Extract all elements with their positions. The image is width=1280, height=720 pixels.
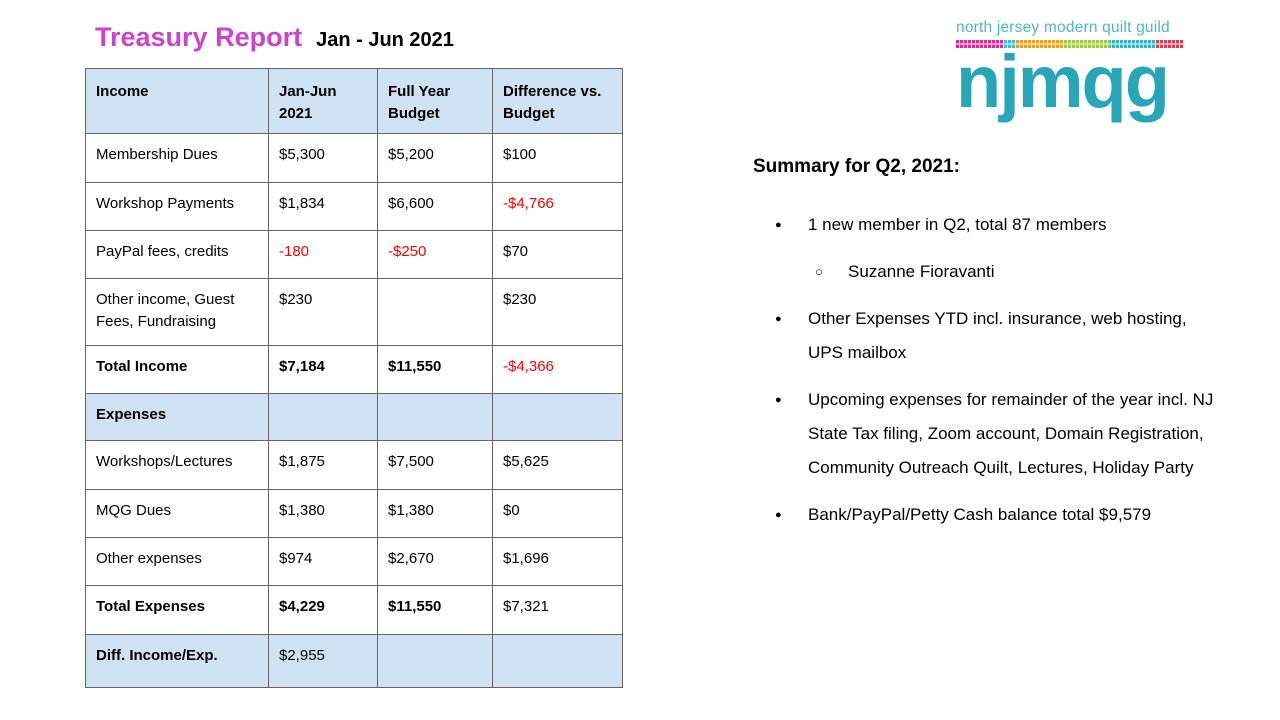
summary-list: ● 1 new member in Q2, total 87 members ○ Su… [753, 208, 1233, 532]
table-header-row: Income Jan-Jun 2021 Full Year Budget Differ… [85, 68, 623, 134]
summary-bullet-text: 1 new member in Q2, total 87 members [808, 215, 1107, 234]
table-cell: $100 [492, 133, 623, 183]
table-cell: $230 [492, 278, 623, 346]
table-header-cell: Jan-Jun 2021 [268, 68, 378, 134]
table-cell [492, 393, 623, 441]
table-row: Workshop Payments $1,834 $6,600 -$4,766 [85, 182, 623, 231]
table-cell [492, 634, 623, 688]
summary-bullet-text: Suzanne Fioravanti [848, 262, 995, 281]
table-cell: $1,380 [377, 489, 493, 538]
table-cell [377, 634, 493, 688]
table-row-label: Other income, Guest Fees, Fundraising [85, 278, 269, 346]
table-cell: $7,321 [492, 585, 623, 635]
table-row: Total Expenses $4,229 $11,550 $7,321 [85, 585, 623, 635]
summary-bullet-item: ● 1 new member in Q2, total 87 members [753, 208, 1233, 242]
table-row-label: Total Expenses [85, 585, 269, 635]
table-cell [268, 393, 378, 441]
table-cell: $70 [492, 230, 623, 279]
summary-bullet-item: ● Other Expenses YTD incl. insurance, web… [753, 302, 1233, 370]
summary-bullet-text: Upcoming expenses for remainder of the y… [808, 390, 1214, 477]
treasury-table: Income Jan-Jun 2021 Full Year Budget Differ… [85, 68, 623, 688]
bullet-filled-icon: ● [775, 313, 782, 325]
page-title-period: Jan - Jun 2021 [316, 29, 454, 51]
table-row-label: Workshop Payments [85, 182, 269, 231]
table-cell [377, 393, 493, 441]
table-header-cell: Difference vs. Budget [492, 68, 623, 134]
table-cell: $7,184 [268, 345, 378, 394]
bullet-filled-icon: ● [775, 509, 782, 521]
table-cell: -$250 [377, 230, 493, 279]
summary-heading: Summary for Q2, 2021: [753, 156, 960, 177]
logo-strip-grid [956, 40, 1183, 49]
table-cell: $5,625 [492, 440, 623, 490]
table-row-label: MQG Dues [85, 489, 269, 538]
njmqg-logo: north jersey modern quilt guild njmqg [956, 17, 1184, 123]
summary-bullet-item: ● Bank/PayPal/Petty Cash balance total $9… [753, 498, 1233, 532]
table-header-cell: Full Year Budget [377, 68, 493, 134]
table-cell: $11,550 [377, 585, 493, 635]
table-cell: $6,600 [377, 182, 493, 231]
table-cell: $7,500 [377, 440, 493, 490]
table-cell: $1,696 [492, 537, 623, 586]
table-cell: $11,550 [377, 345, 493, 394]
page-title-main: Treasury Report [95, 22, 303, 52]
table-cell: $230 [268, 278, 378, 346]
table-row: Expenses [85, 393, 623, 441]
summary-bullet-text: Other Expenses YTD incl. insurance, web … [808, 309, 1187, 362]
table-cell: $4,229 [268, 585, 378, 635]
table-row: Membership Dues $5,300 $5,200 $100 [85, 133, 623, 183]
table-header-cell: Income [85, 68, 269, 134]
table-row-label: Other expenses [85, 537, 269, 586]
summary-section: Summary for Q2, 2021: ● 1 new member in Q… [753, 155, 1233, 545]
table-cell: -$4,366 [492, 345, 623, 394]
bullet-filled-icon: ● [775, 219, 782, 231]
table-cell: $5,300 [268, 133, 378, 183]
summary-bullet-item: ● Upcoming expenses for remainder of the … [753, 383, 1233, 485]
table-cell: -$4,766 [492, 182, 623, 231]
logo-wordmark: njmqg [956, 40, 1170, 123]
table-cell: -180 [268, 230, 378, 279]
table-cell: $2,955 [268, 634, 378, 688]
page-title: Treasury Report Jan - Jun 2021 [95, 22, 454, 53]
table-row: Other expenses $974 $2,670 $1,696 [85, 537, 623, 586]
bullet-hollow-icon: ○ [815, 264, 823, 279]
table-cell: $5,200 [377, 133, 493, 183]
table-row-label: Workshops/Lectures [85, 440, 269, 490]
table-row-label: Diff. Income/Exp. [85, 634, 269, 688]
table-row: Other income, Guest Fees, Fundraising $23… [85, 278, 623, 346]
table-cell [377, 278, 493, 346]
table-row-label: Expenses [85, 393, 269, 441]
table-cell: $1,380 [268, 489, 378, 538]
table-row-label: Membership Dues [85, 133, 269, 183]
table-row: PayPal fees, credits -180 -$250 $70 [85, 230, 623, 279]
table-row-label: PayPal fees, credits [85, 230, 269, 279]
table-cell: $1,834 [268, 182, 378, 231]
logo-color-strip [956, 40, 1183, 49]
bullet-filled-icon: ● [775, 394, 782, 406]
table-cell: $974 [268, 537, 378, 586]
table-row: MQG Dues $1,380 $1,380 $0 [85, 489, 623, 538]
summary-bullet-item: ○ Suzanne Fioravanti [753, 255, 1233, 289]
table-row: Diff. Income/Exp. $2,955 [85, 634, 623, 688]
table-cell: $0 [492, 489, 623, 538]
table-row-label: Total Income [85, 345, 269, 394]
table-cell: $2,670 [377, 537, 493, 586]
summary-bullet-text: Bank/PayPal/Petty Cash balance total $9,… [808, 505, 1152, 524]
logo-tagline: north jersey modern quilt guild [956, 19, 1170, 36]
table-row: Workshops/Lectures $1,875 $7,500 $5,625 [85, 440, 623, 490]
table-cell: $1,875 [268, 440, 378, 490]
table-row: Total Income $7,184 $11,550 -$4,366 [85, 345, 623, 394]
